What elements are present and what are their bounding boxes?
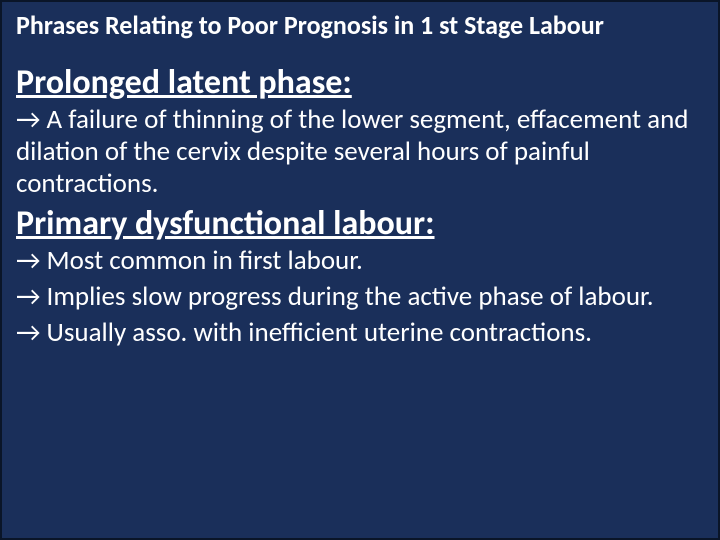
section-body-2-line-2: → Implies slow progress during the activ…: [16, 281, 704, 313]
section-body-2-line-1: → Most common in first labour.: [16, 245, 704, 277]
slide: Phrases Relating to Poor Prognosis in 1 …: [0, 0, 720, 540]
slide-title: Phrases Relating to Poor Prognosis in 1 …: [16, 10, 704, 41]
section-heading-2: Primary dysfunctional labour:: [16, 204, 704, 243]
section-heading-1: Prolonged latent phase:: [16, 63, 704, 102]
section-body-2-line-3: → Usually asso. with inefficient uterine…: [16, 317, 704, 349]
section-body-1-line-1: → A failure of thinning of the lower seg…: [16, 104, 704, 200]
